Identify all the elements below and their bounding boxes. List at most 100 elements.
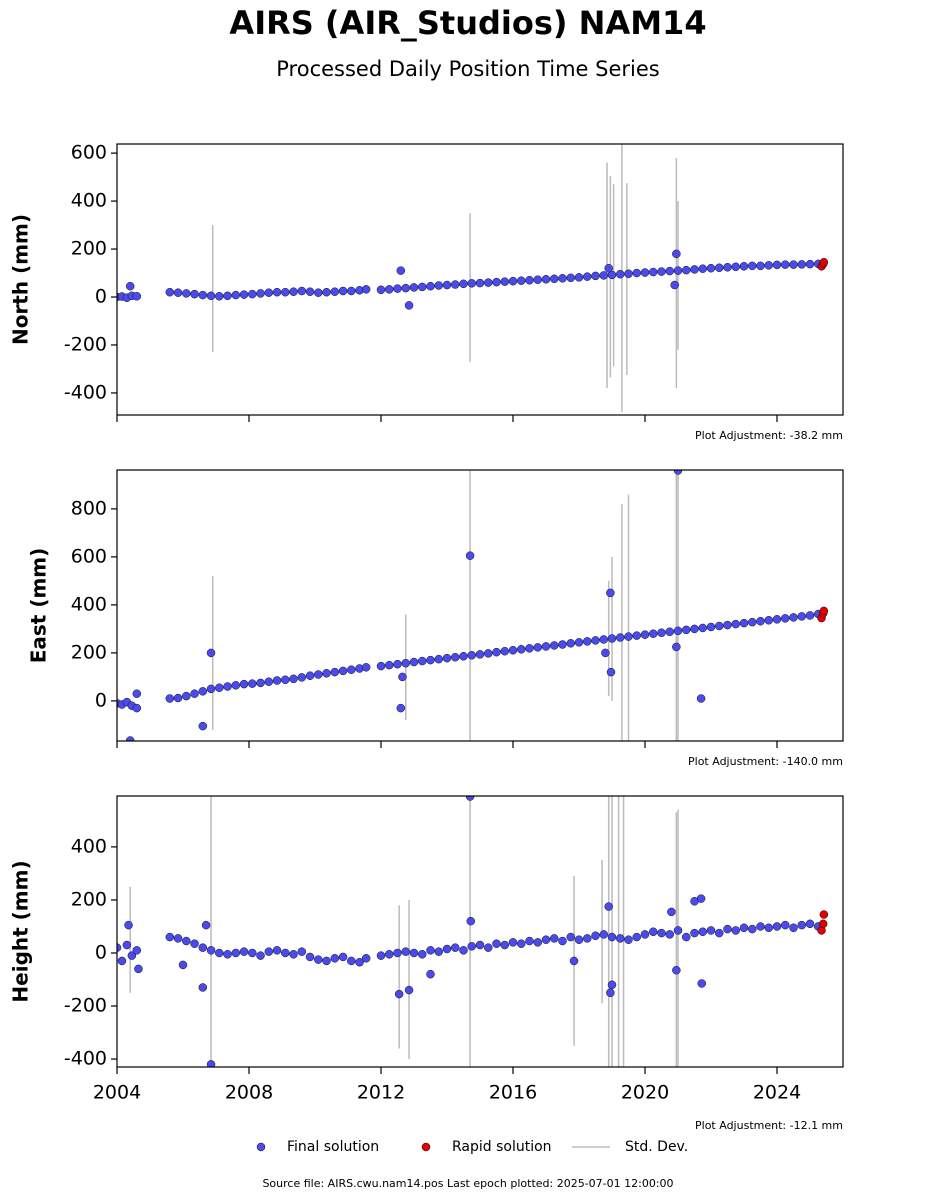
- data-point: [484, 943, 493, 952]
- y-axis-label: North (mm): [9, 214, 33, 345]
- subtitle: Processed Daily Position Time Series: [276, 57, 660, 81]
- y-axis-label: Height (mm): [9, 860, 33, 1002]
- data-point: [632, 631, 641, 640]
- data-point: [616, 633, 625, 642]
- data-point: [418, 282, 427, 292]
- data-point: [223, 950, 232, 959]
- data-point: [665, 930, 674, 939]
- data-point: [649, 267, 658, 277]
- data-point: [508, 938, 518, 947]
- data-point: [640, 268, 650, 277]
- data-point: [264, 677, 274, 686]
- data-point: [756, 261, 765, 271]
- data-point: [459, 946, 468, 955]
- y-tick-label: 600: [71, 545, 107, 567]
- data-point: [132, 946, 142, 955]
- data-point: [239, 679, 249, 689]
- data-point: [451, 943, 460, 952]
- data-point: [231, 290, 241, 300]
- data-point: [451, 652, 460, 662]
- data-point: [322, 287, 331, 297]
- data-point: [426, 946, 435, 955]
- data-point: [281, 287, 290, 297]
- data-point: [574, 638, 584, 647]
- data-point: [396, 703, 406, 713]
- data-point: [394, 989, 404, 999]
- data-point: [393, 948, 402, 958]
- plot-adjustment: Plot Adjustment: -12.1 mm: [695, 1119, 843, 1132]
- data-point: [409, 948, 419, 958]
- data-point: [330, 667, 340, 677]
- data-point: [818, 919, 828, 929]
- data-point: [475, 278, 485, 288]
- data-point: [789, 260, 798, 269]
- data-point: [459, 652, 468, 661]
- data-point: [574, 935, 584, 944]
- data-point: [173, 288, 183, 297]
- data-point: [748, 261, 757, 271]
- data-point: [426, 655, 435, 665]
- data-point: [398, 672, 407, 682]
- data-point: [657, 267, 666, 276]
- data-point: [492, 647, 501, 657]
- data-point: [190, 289, 199, 299]
- data-point: [330, 954, 340, 963]
- legend: Final solution Rapid solution Std. Dev.: [256, 1139, 688, 1155]
- data-point: [574, 273, 584, 282]
- legend-label: Std. Dev.: [625, 1139, 688, 1155]
- plot-adjustment: Plot Adjustment: -140.0 mm: [688, 755, 843, 768]
- data-point: [198, 721, 208, 731]
- data-point: [500, 277, 509, 286]
- data-point: [182, 289, 191, 298]
- data-point: [756, 616, 765, 626]
- x-tick-label: 2024: [753, 1082, 801, 1104]
- data-point: [797, 260, 806, 269]
- data-point: [541, 275, 551, 284]
- data-point: [819, 257, 829, 267]
- data-point: [401, 658, 410, 668]
- data-point: [132, 689, 142, 698]
- data-point: [525, 275, 534, 285]
- data-point: [206, 291, 216, 301]
- data-point: [201, 920, 211, 930]
- data-point: [467, 942, 476, 951]
- data-point: [667, 907, 676, 917]
- panel: -400 -200 0 200 400 2004 2008 2012 2016 2020 2024 H…: [9, 795, 844, 1132]
- data-point: [748, 617, 757, 627]
- legend-marker: [256, 1142, 266, 1152]
- data-point: [500, 646, 509, 656]
- data-point: [706, 622, 716, 632]
- data-point: [484, 649, 493, 658]
- data-point: [467, 651, 476, 660]
- data-point: [190, 939, 199, 948]
- data-point: [533, 275, 542, 284]
- data-point: [117, 956, 127, 966]
- data-point: [492, 939, 501, 948]
- y-axis-label: East (mm): [27, 548, 51, 664]
- data-point: [748, 924, 757, 934]
- data-point: [541, 642, 551, 651]
- x-tick-label: 2020: [621, 1082, 669, 1104]
- data-point: [401, 947, 410, 956]
- data-point: [690, 928, 699, 938]
- data-point: [591, 931, 600, 940]
- plot-adjustment: Plot Adjustment: -38.2 mm: [695, 429, 843, 442]
- data-point: [599, 271, 608, 280]
- data-point: [215, 948, 224, 958]
- data-point: [772, 922, 782, 931]
- plot-area: [117, 470, 829, 741]
- data-point: [409, 657, 419, 667]
- data-point: [640, 930, 650, 939]
- data-point: [338, 666, 348, 676]
- legend-label: Rapid solution: [452, 1139, 552, 1155]
- data-point: [819, 606, 829, 616]
- data-point: [607, 634, 617, 643]
- data-point: [125, 281, 135, 291]
- axes-frame: [116, 143, 844, 416]
- data-point: [297, 673, 307, 682]
- data-point: [393, 659, 402, 669]
- data-point: [404, 985, 414, 995]
- data-point: [525, 936, 534, 946]
- data-point: [558, 274, 567, 283]
- data-point: [256, 289, 265, 298]
